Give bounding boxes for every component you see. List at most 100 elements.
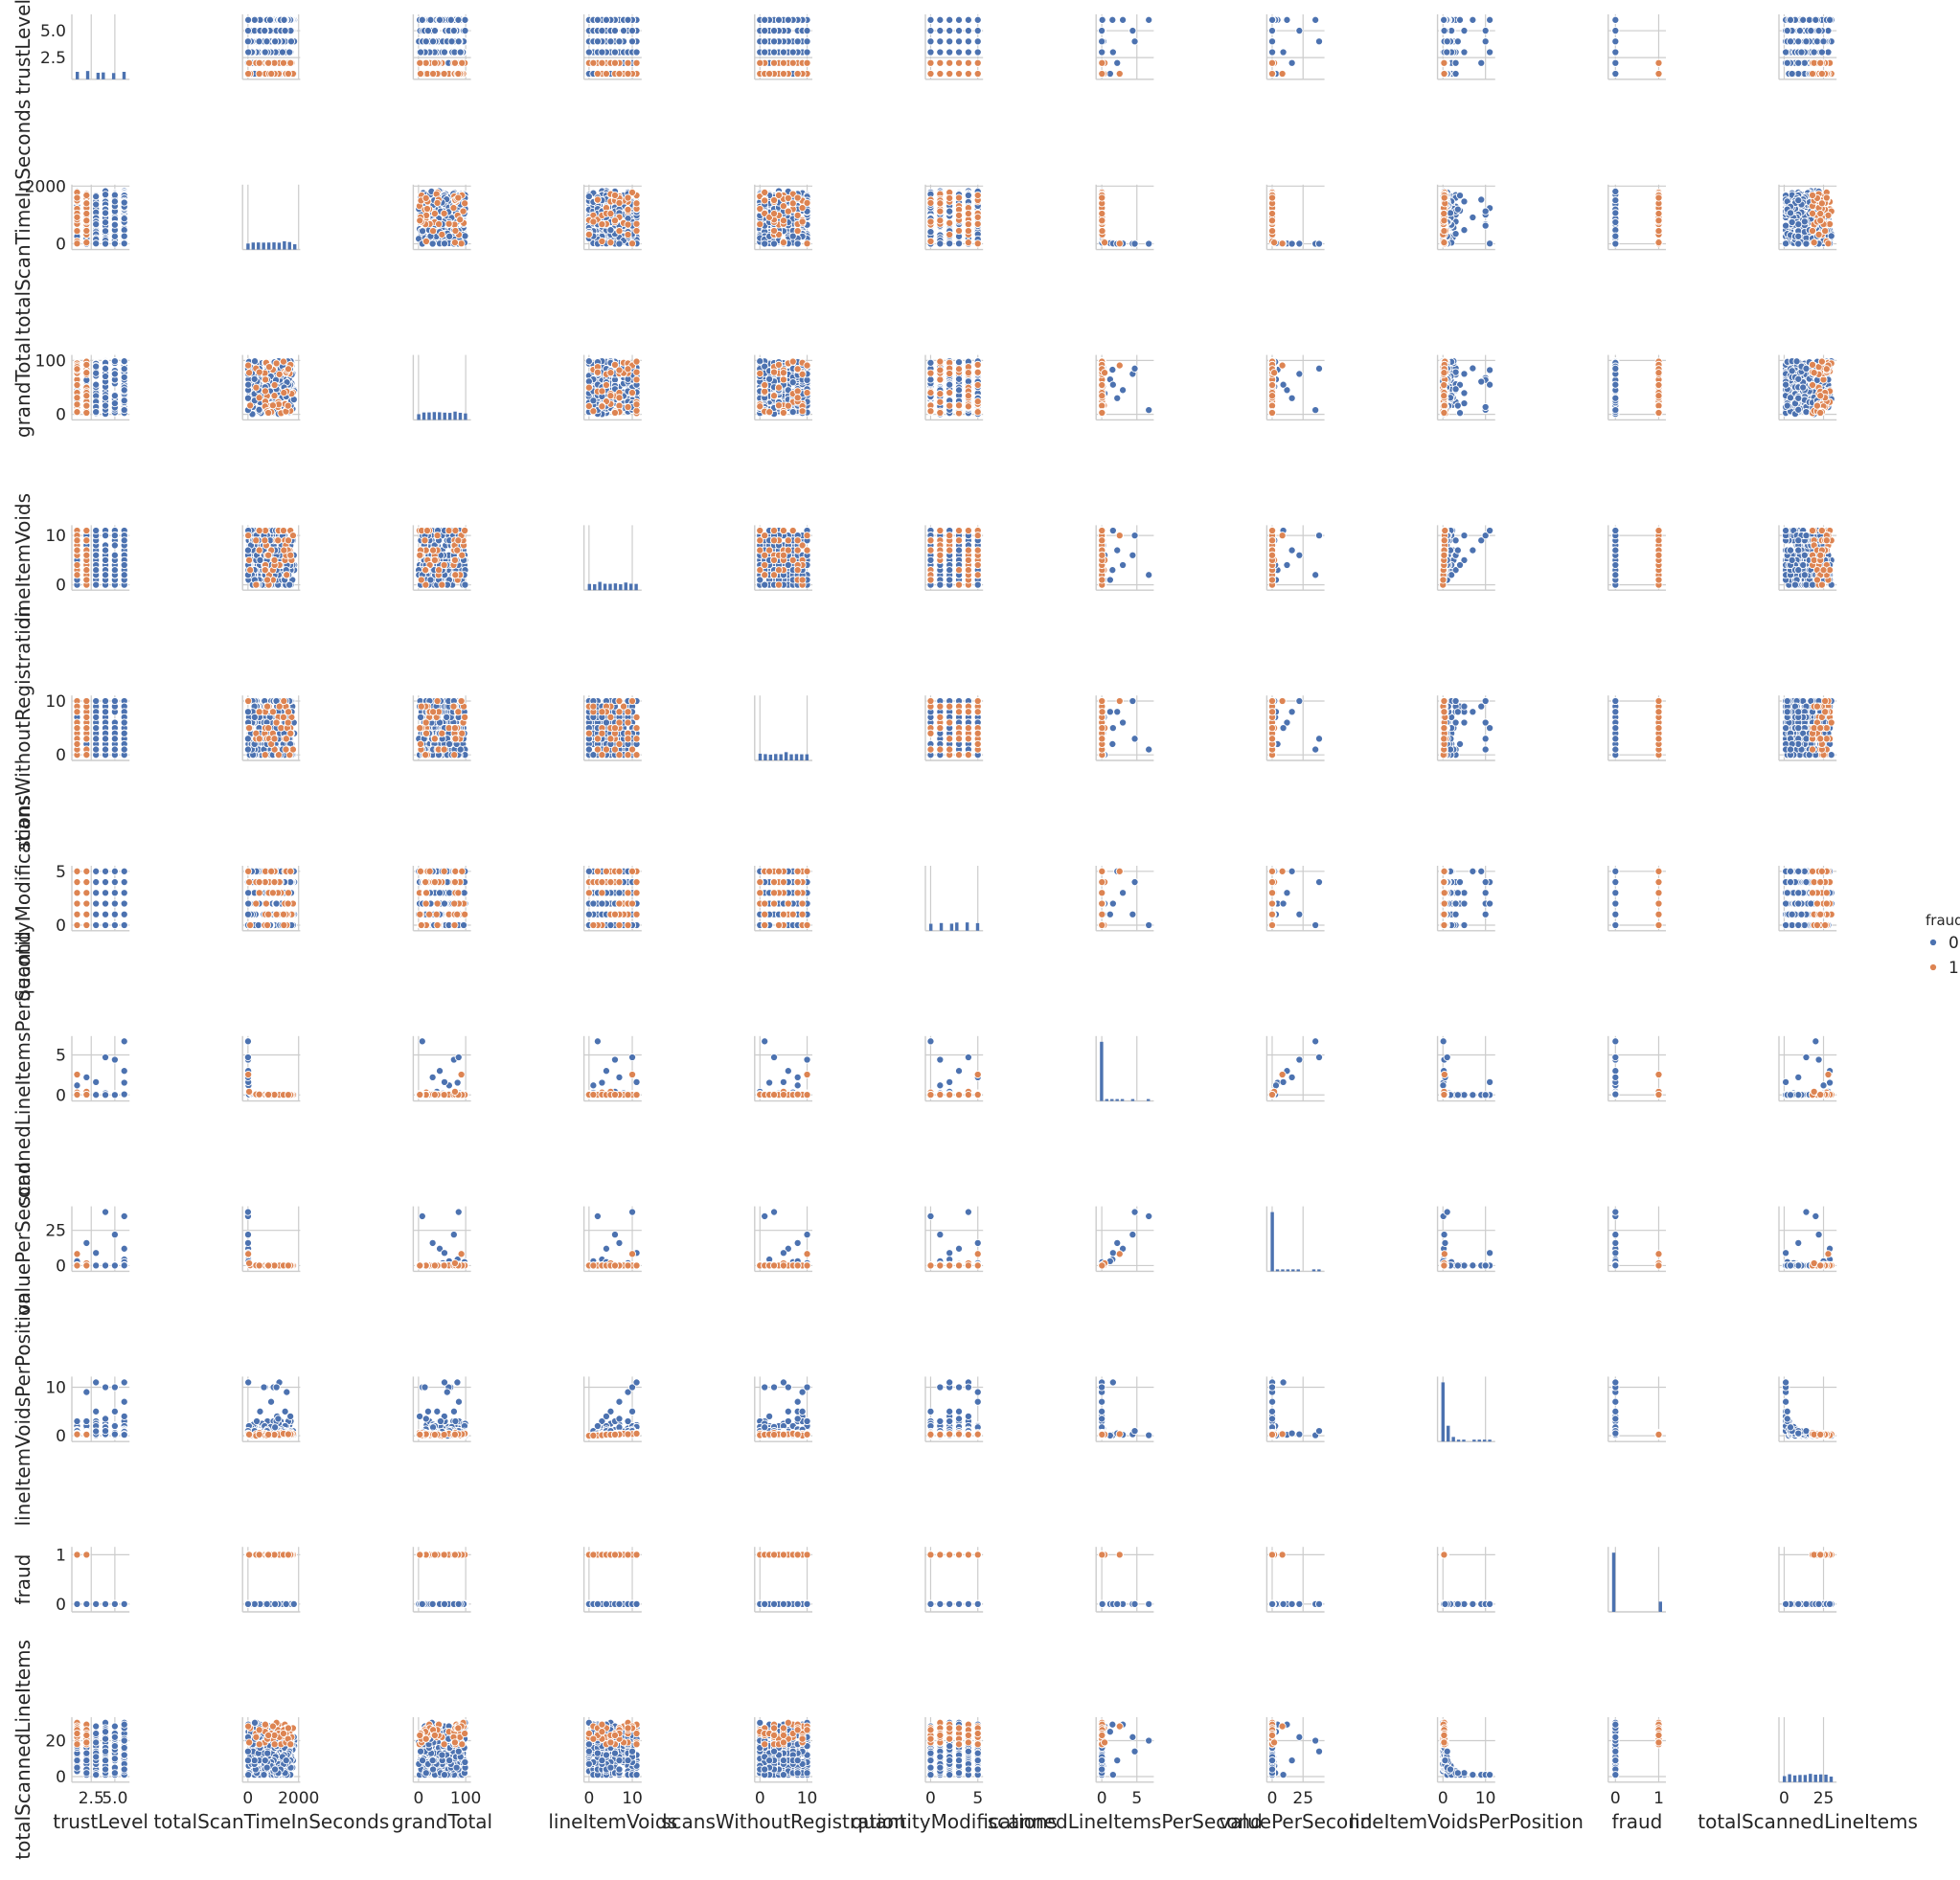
- scatter-point: [611, 27, 618, 34]
- pairplot-cell-trustLevel-vs-quantityModifications: [925, 14, 983, 79]
- scatter-point: [286, 49, 293, 56]
- scatter-point: [946, 70, 953, 77]
- scatter-point: [429, 70, 436, 77]
- scatter-point: [451, 59, 458, 66]
- scatter-point: [603, 16, 609, 23]
- scatter-point: [256, 38, 262, 45]
- scatter-point: [268, 70, 275, 77]
- scatter-point: [1268, 27, 1275, 34]
- pairplot-cell-trustLevel-vs-lineItemVoidsPerPosition: [1438, 14, 1495, 79]
- scatter-point: [1099, 49, 1105, 56]
- scatter-point: [1312, 16, 1319, 23]
- scatter-point: [462, 16, 468, 23]
- scatter-point: [1131, 38, 1138, 45]
- scatter-point: [927, 49, 934, 56]
- scatter-point: [927, 16, 934, 23]
- scatter-point: [937, 27, 944, 34]
- pairplot-cell-trustLevel-vs-lineItemVoids: [584, 14, 642, 79]
- scatter-point: [1268, 59, 1275, 66]
- scatter-point: [429, 38, 436, 45]
- scatter-point: [804, 27, 810, 34]
- scatter-point: [462, 27, 468, 34]
- scatter-point: [794, 38, 801, 45]
- scatter-point: [1655, 59, 1662, 66]
- scatter-point: [625, 59, 631, 66]
- scatter-point: [620, 27, 627, 34]
- scatter-point: [256, 59, 262, 66]
- y-tick-label: 5.0: [40, 22, 66, 41]
- scatter-point: [965, 59, 971, 66]
- scatter-point: [1441, 16, 1447, 23]
- histogram-bar: [123, 72, 125, 79]
- scatter-point: [245, 59, 252, 66]
- scatter-point: [1099, 27, 1105, 34]
- scatter-point: [266, 16, 273, 23]
- scatter-point: [770, 27, 777, 34]
- scatter-point: [770, 49, 777, 56]
- scatter-point: [974, 27, 981, 34]
- scatter-point: [955, 27, 962, 34]
- pairplot-cell-trustLevel-vs-grandTotal: [413, 14, 470, 79]
- scatter-point: [794, 70, 801, 77]
- scatter-point: [974, 70, 981, 77]
- scatter-point: [1612, 49, 1619, 56]
- scatter-point: [1454, 38, 1461, 45]
- scatter-point: [1655, 70, 1662, 77]
- scatter-point: [775, 16, 782, 23]
- scatter-point: [441, 49, 447, 56]
- scatter-point: [441, 70, 447, 77]
- scatter-point: [965, 70, 971, 77]
- scatter-point: [417, 49, 423, 56]
- scatter-point: [946, 16, 953, 23]
- scatter-point: [1444, 49, 1450, 56]
- scatter-point: [789, 49, 796, 56]
- pairplot-cell-trustLevel-vs-scansWithoutRegistration: [755, 14, 812, 79]
- scatter-point: [417, 70, 423, 77]
- scatter-point: [424, 27, 431, 34]
- scatter-point: [611, 49, 618, 56]
- scatter-point: [1470, 16, 1476, 23]
- scatter-point: [927, 27, 934, 34]
- scatter-point: [1109, 49, 1116, 56]
- histogram-bar: [76, 72, 79, 79]
- scatter-point: [256, 70, 262, 77]
- scatter-point: [946, 27, 953, 34]
- histogram-bar: [112, 73, 115, 79]
- scatter-point: [1612, 38, 1619, 45]
- scatter-point: [965, 49, 971, 56]
- scatter-point: [1114, 59, 1121, 66]
- scatter-point: [937, 59, 944, 66]
- scatter-point: [946, 59, 953, 66]
- pairplot-cell-trustLevel-vs-totalScannedLineItems: [1779, 14, 1836, 79]
- scatter-point: [1268, 70, 1275, 77]
- scatter-point: [594, 38, 601, 45]
- scatter-point: [1280, 49, 1287, 56]
- scatter-point: [448, 38, 455, 45]
- scatter-point: [1612, 16, 1619, 23]
- scatter-point: [1612, 27, 1619, 34]
- scatter-point: [1146, 16, 1152, 23]
- scatter-point: [1452, 70, 1459, 77]
- scatter-point: [974, 16, 981, 23]
- scatter-point: [1461, 49, 1468, 56]
- histogram-bar: [102, 73, 104, 79]
- pairplot-cell-trustLevel-vs-trustLevel: [72, 14, 129, 79]
- scatter-point: [762, 27, 768, 34]
- scatter-point: [974, 49, 981, 56]
- scatter-point: [607, 38, 614, 45]
- scatter-point: [780, 70, 786, 77]
- scatter-point: [279, 49, 285, 56]
- scatter-point: [1296, 27, 1303, 34]
- scatter-point: [770, 38, 777, 45]
- scatter-point: [594, 16, 601, 23]
- scatter-point: [1116, 70, 1123, 77]
- scatter-point: [974, 38, 981, 45]
- scatter-point: [245, 49, 252, 56]
- scatter-point: [1482, 38, 1489, 45]
- scatter-point: [599, 59, 605, 66]
- scatter-point: [974, 59, 981, 66]
- scatter-point: [599, 49, 605, 56]
- scatter-point: [457, 49, 464, 56]
- pairplot-cell-trustLevel-vs-totalScanTimeInSeconds: [242, 14, 300, 79]
- scatter-point: [244, 38, 251, 45]
